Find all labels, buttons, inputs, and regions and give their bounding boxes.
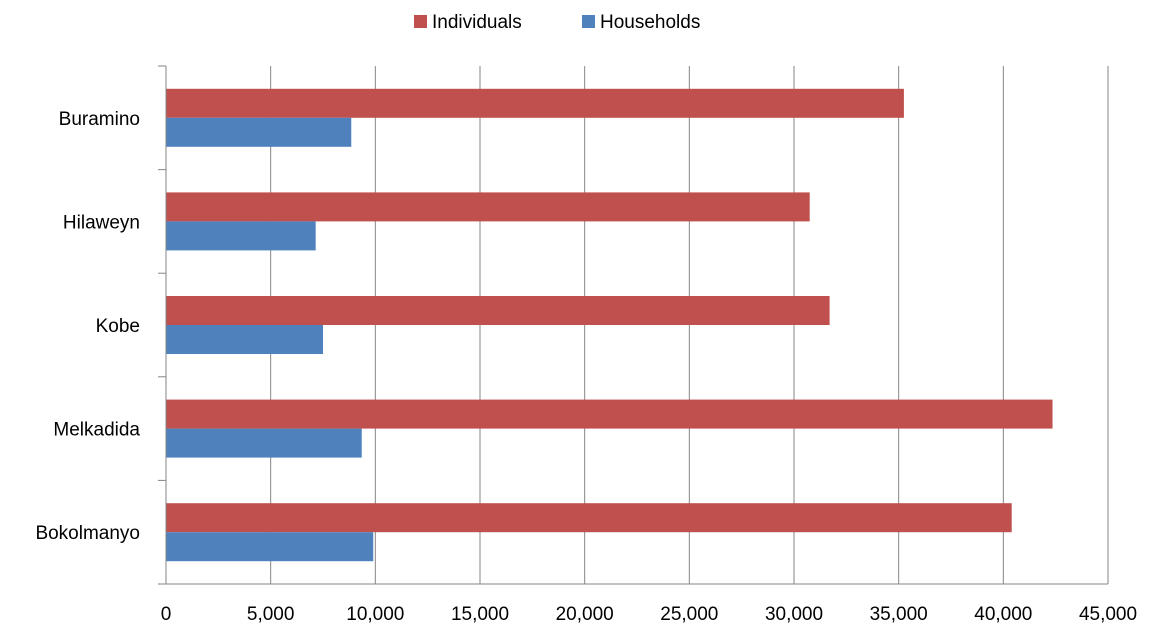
bars xyxy=(166,88,1053,562)
legend: Individuals Households xyxy=(414,12,700,33)
bar-households xyxy=(166,221,316,251)
bar-households xyxy=(166,325,323,354)
axes: 0 5,000 10,000 15,000 20,000 25,000 30,000 35,0… xyxy=(35,65,1137,625)
bar-households xyxy=(166,428,362,458)
y-tick-label: Melkadida xyxy=(53,420,140,441)
y-tick-label: Hilaweyn xyxy=(63,212,140,233)
y-tick-label: Bokolmanyo xyxy=(35,523,140,544)
x-tick-label: 5,000 xyxy=(247,604,295,625)
x-tick-label: 15,000 xyxy=(451,604,509,625)
legend-swatch xyxy=(414,15,427,28)
x-tick-label: 40,000 xyxy=(974,604,1032,625)
x-tick-label: 35,000 xyxy=(870,604,928,625)
x-tick-label: 45,000 xyxy=(1079,604,1137,625)
bar-individuals xyxy=(166,399,1053,429)
x-tick-label: 10,000 xyxy=(346,604,404,625)
bar-households xyxy=(166,117,352,147)
legend-label: Individuals xyxy=(432,12,522,33)
legend-label: Households xyxy=(600,12,700,33)
x-tick-label: 30,000 xyxy=(765,604,823,625)
bar-households xyxy=(166,532,374,562)
y-tick-label: Kobe xyxy=(96,316,140,337)
bar-individuals xyxy=(166,192,810,222)
x-tick-label: 25,000 xyxy=(660,604,718,625)
bar-individuals xyxy=(166,296,830,325)
bar-individuals xyxy=(166,88,904,118)
bar-individuals xyxy=(166,503,1012,533)
legend-swatch xyxy=(582,15,595,28)
x-tick-label: 0 xyxy=(161,604,172,625)
x-tick-label: 20,000 xyxy=(556,604,614,625)
y-tick-label: Buramino xyxy=(59,109,140,130)
